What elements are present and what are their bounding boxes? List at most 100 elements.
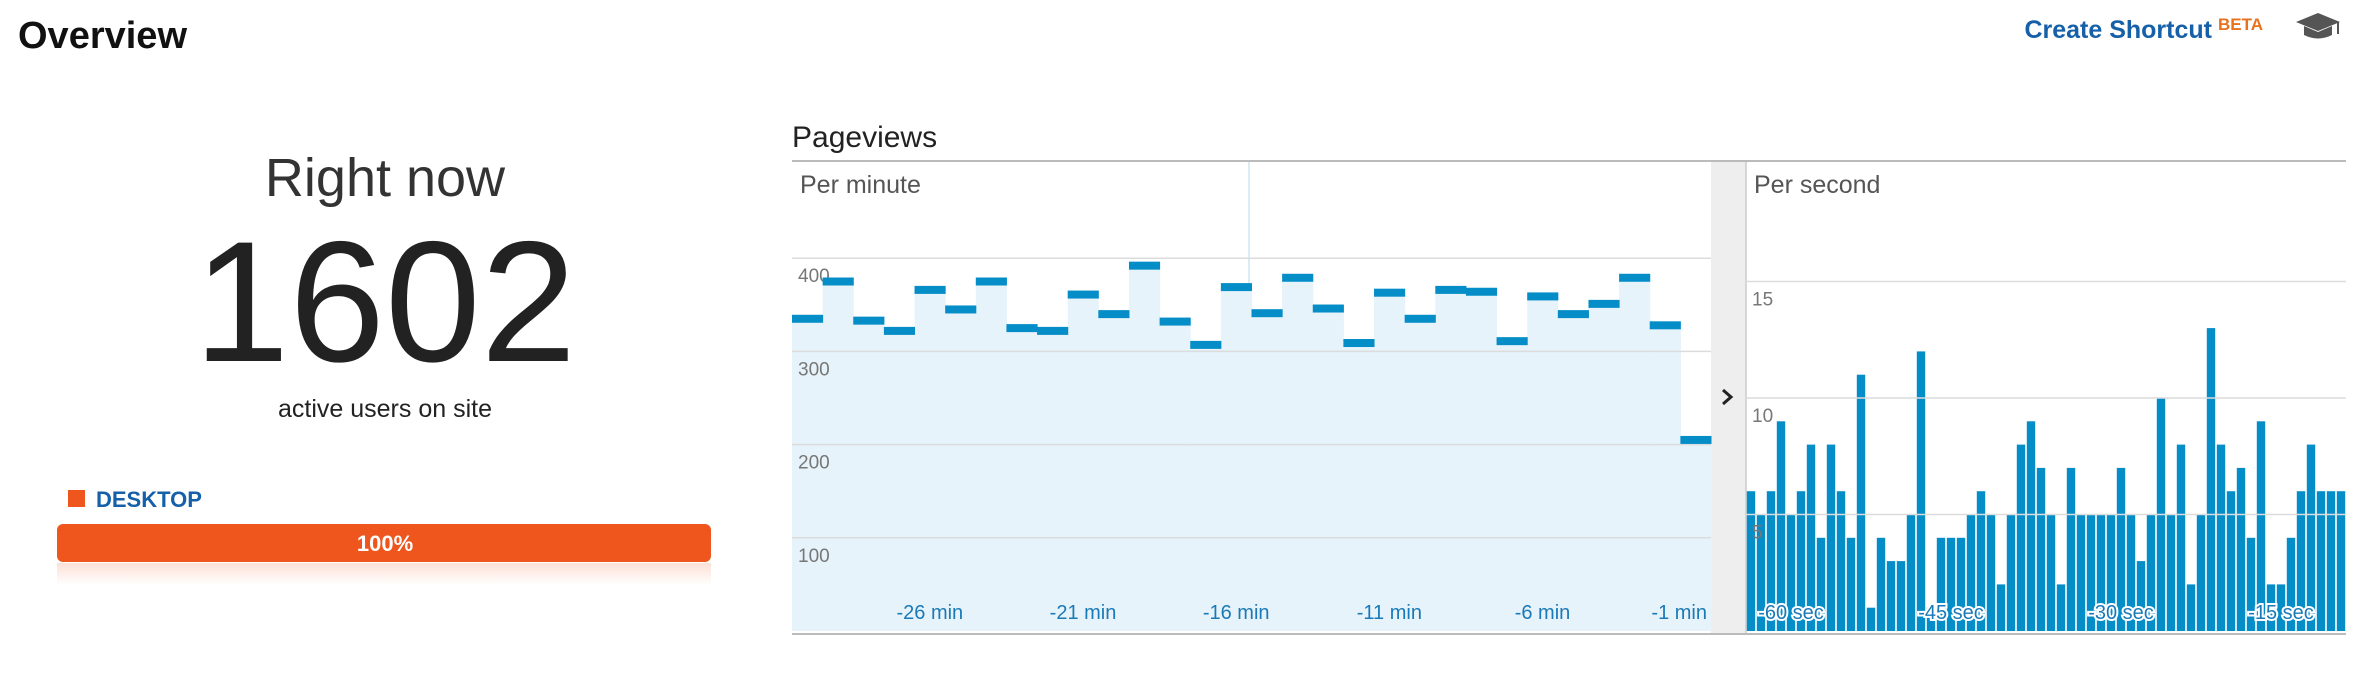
step-cap	[1128, 261, 1161, 270]
expand-arrow[interactable]	[1722, 388, 1734, 406]
step-cap	[1527, 292, 1559, 301]
bar	[1966, 514, 1976, 631]
step-cap	[1649, 321, 1681, 330]
step-cap	[1496, 337, 1528, 346]
bar	[1846, 537, 1856, 631]
bar	[2206, 328, 2216, 631]
bar	[2116, 467, 2126, 631]
bar	[2026, 421, 2036, 631]
bar	[2256, 421, 2266, 631]
y-tick-label: 15	[1752, 290, 1773, 311]
bar	[1866, 607, 1876, 631]
area-fill	[1557, 314, 1589, 631]
area-fill	[1190, 344, 1222, 631]
device-name[interactable]: DESKTOP	[96, 487, 202, 512]
bar	[2086, 514, 2096, 631]
step-cap	[1557, 310, 1589, 319]
bar	[2106, 514, 2116, 631]
step-cap	[1619, 273, 1651, 282]
bar	[2226, 491, 2236, 631]
section-title: Pageviews	[792, 121, 937, 154]
step-cap	[1159, 317, 1191, 326]
bar	[2246, 537, 2256, 631]
bar	[2216, 444, 2226, 631]
bar	[1816, 537, 1826, 631]
step-cap	[1343, 339, 1375, 348]
step-cap	[1465, 287, 1498, 296]
bar	[2056, 584, 2066, 631]
bar	[1876, 537, 1886, 631]
bar	[1926, 607, 1936, 631]
step-cap	[883, 326, 916, 335]
step-cap	[975, 277, 1007, 286]
bar	[2196, 514, 2206, 631]
bar	[2336, 491, 2346, 631]
area-fill	[1680, 439, 1712, 631]
x-tick-label: -21 min	[1050, 602, 1117, 624]
device-share-bar	[57, 524, 711, 562]
y-tick-label: 100	[798, 546, 830, 567]
area-fill	[1251, 313, 1283, 631]
step-cap	[1282, 273, 1314, 282]
bar	[2136, 561, 2146, 631]
area-fill	[1067, 294, 1099, 631]
bar	[2186, 584, 2196, 631]
page-title: Overview	[18, 15, 187, 57]
bar	[1936, 537, 1946, 631]
step-cap	[1067, 290, 1099, 299]
bar	[2316, 491, 2326, 631]
step-cap	[822, 277, 854, 286]
bar	[2126, 514, 2136, 631]
bar	[2146, 514, 2156, 631]
step-cap	[1220, 283, 1252, 292]
area-fill	[1619, 277, 1651, 631]
step-cap	[1098, 310, 1130, 319]
bar	[1946, 537, 1956, 631]
device-swatch	[68, 490, 85, 507]
step-cap	[1404, 314, 1436, 323]
bar	[1916, 351, 1926, 631]
bar	[1746, 491, 1756, 631]
chart-subtitle: Per minute	[800, 171, 921, 199]
bar	[2266, 584, 2276, 631]
step-cap	[1588, 299, 1620, 308]
bar	[1856, 374, 1866, 631]
area-fill	[1527, 296, 1559, 631]
bar	[1836, 491, 1846, 631]
bar	[2166, 514, 2176, 631]
area-fill	[1159, 321, 1191, 631]
active-user-count: 1602	[194, 206, 577, 398]
bar	[2296, 491, 2306, 631]
bar	[2046, 514, 2056, 631]
x-tick-label: -60 sec	[1758, 602, 1824, 624]
right-now-title: Right now	[265, 148, 506, 208]
bar	[2326, 491, 2336, 631]
bar	[1996, 584, 2006, 631]
bar	[1976, 491, 1986, 631]
area-fill	[1465, 291, 1498, 631]
y-tick-label: 200	[798, 453, 830, 474]
area-fill	[1037, 330, 1069, 631]
area-fill	[1282, 277, 1314, 631]
bar	[1956, 537, 1966, 631]
bar	[2076, 514, 2086, 631]
area-fill	[1588, 303, 1620, 631]
bar-reflection	[57, 563, 711, 585]
area-fill	[822, 281, 854, 631]
bar	[1986, 514, 1996, 631]
area-fill	[853, 320, 885, 631]
step-cap	[1435, 285, 1467, 294]
x-tick-label: -30 sec	[2088, 602, 2154, 624]
bar	[2306, 444, 2316, 631]
bar	[1776, 421, 1786, 631]
area-fill	[1374, 292, 1406, 631]
step-cap	[853, 316, 885, 325]
bar	[1906, 514, 1916, 631]
create-shortcut[interactable]: Create Shortcut	[2024, 16, 2212, 44]
x-tick-label: -6 min	[1515, 602, 1571, 624]
bar	[2236, 467, 2246, 631]
area-fill	[1312, 308, 1344, 631]
step-cap	[914, 285, 946, 294]
academy-icon[interactable]	[2296, 13, 2340, 39]
x-tick-label: -26 min	[896, 602, 963, 624]
